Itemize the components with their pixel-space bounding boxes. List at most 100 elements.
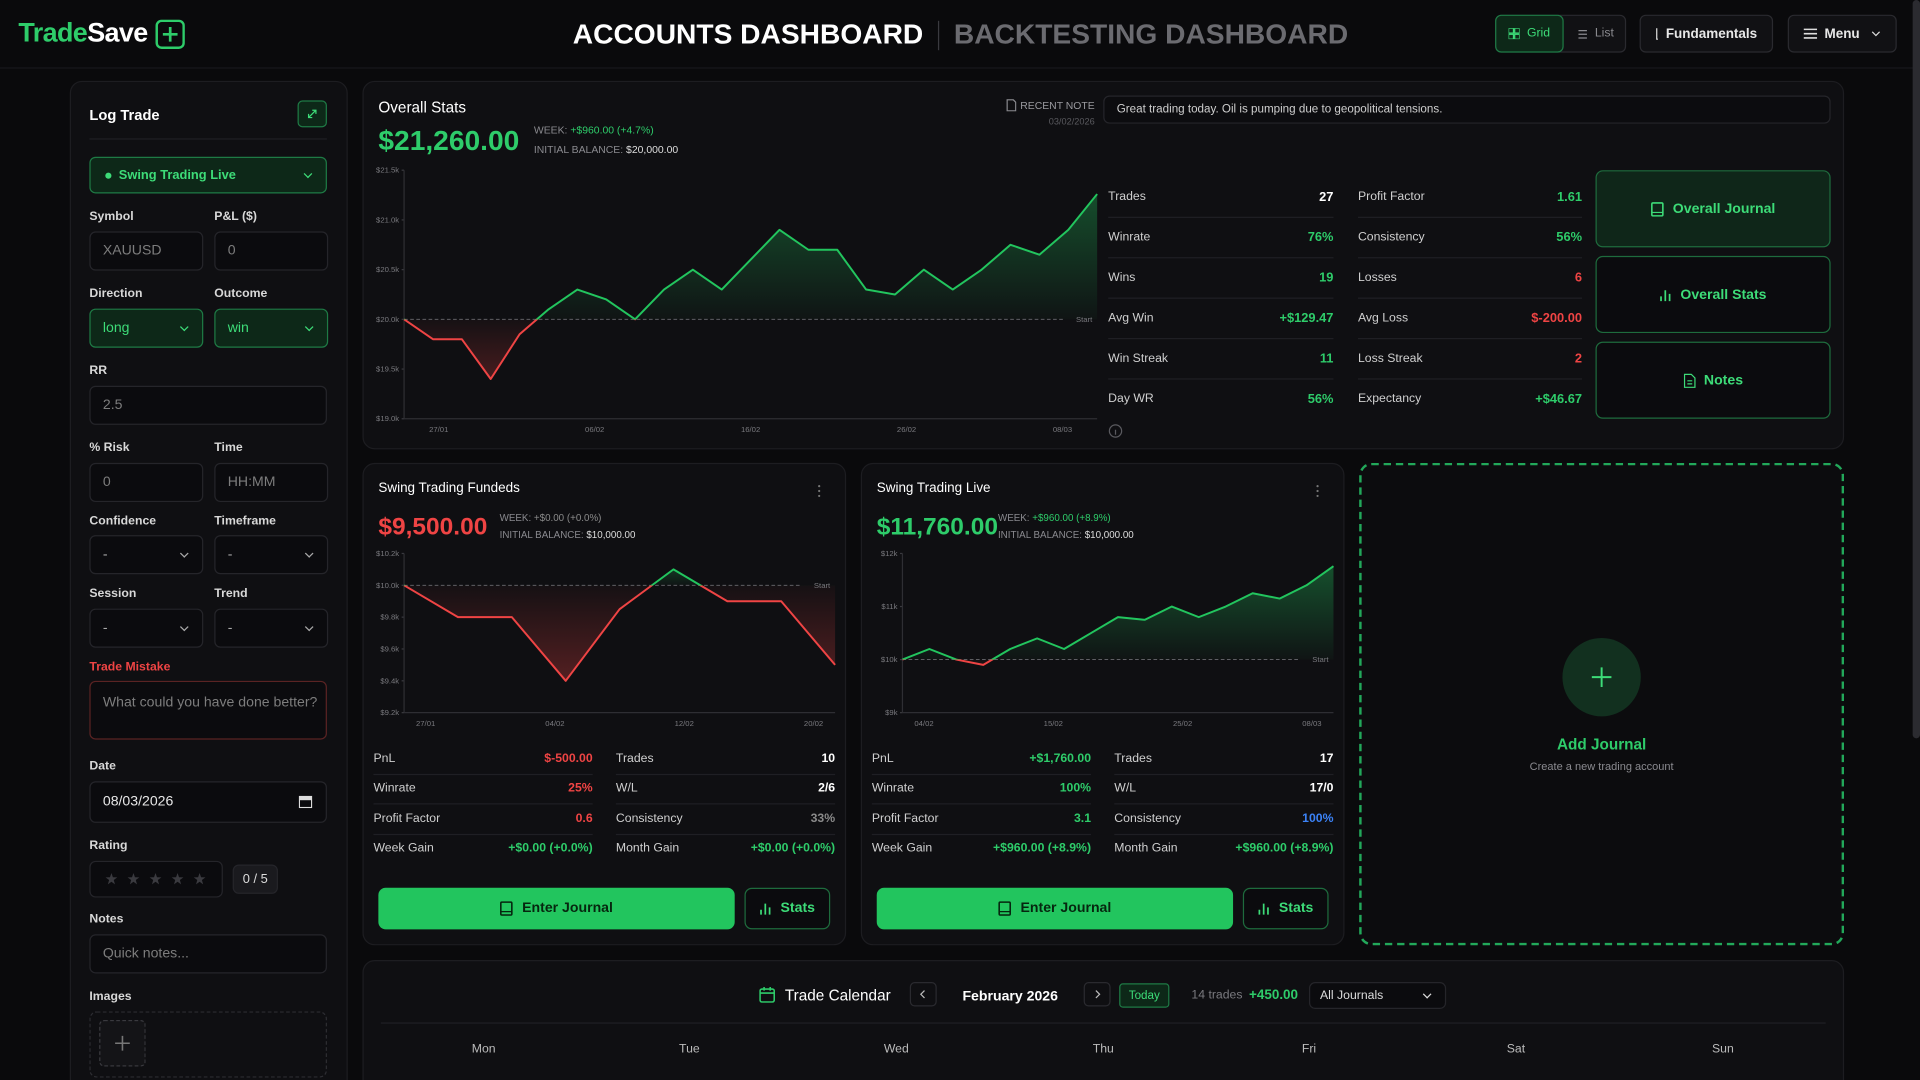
recent-note-label: RECENT NOTE xyxy=(1020,99,1095,112)
status-dot xyxy=(105,172,112,179)
text-input[interactable]: XAUUSD xyxy=(89,231,204,271)
list-button[interactable]: List xyxy=(1566,15,1626,53)
weekday: Sun xyxy=(1711,1042,1734,1057)
add-icon xyxy=(1562,637,1641,717)
overall-button[interactable]: Overall Stats xyxy=(1595,255,1831,334)
stat-value: 27 xyxy=(1319,189,1334,205)
recent-note[interactable]: Great trading today. Oil is pumping due … xyxy=(1103,95,1831,124)
placeholder: 2.5 xyxy=(102,397,123,413)
weekday: Mon xyxy=(471,1042,496,1057)
logo[interactable]: TradeSave xyxy=(18,17,148,49)
divider xyxy=(871,833,1092,835)
select-input[interactable]: - xyxy=(89,535,204,575)
image-dropzone[interactable] xyxy=(89,1011,327,1078)
prev-month[interactable] xyxy=(909,982,937,1007)
scrollbar[interactable] xyxy=(1912,0,1920,739)
today-button[interactable]: Today xyxy=(1119,983,1170,1008)
add-journal-title: Add Journal xyxy=(1556,735,1647,754)
weekday: Tue xyxy=(679,1042,700,1057)
initial-value: $10,000.00 xyxy=(1084,529,1134,541)
stat-value: 56% xyxy=(1556,230,1583,245)
button-label: Enter Journal xyxy=(522,901,613,916)
stat-label: Day WR xyxy=(1108,392,1154,406)
stats-button[interactable]: Stats xyxy=(1242,887,1329,930)
tab-active[interactable]: ACCOUNTS DASHBOARD xyxy=(572,17,924,50)
enter-journal-button[interactable]: Enter Journal xyxy=(876,887,1234,930)
stat-value: 33% xyxy=(810,812,836,826)
chevron xyxy=(1095,990,1101,999)
stat-value: +$960.00 (+8.9%) xyxy=(992,842,1092,856)
account-select[interactable]: Swing Trading Live xyxy=(89,156,327,194)
stat-value: +$46.67 xyxy=(1535,391,1583,407)
expand-button[interactable] xyxy=(297,100,327,128)
field-label: Session xyxy=(89,587,137,601)
list-icon xyxy=(1578,29,1588,38)
text-input[interactable]: 0 xyxy=(214,231,329,271)
add-image-button[interactable] xyxy=(99,1020,146,1067)
stat-value: 0.6 xyxy=(575,812,593,826)
overall-button[interactable]: Overall Journal xyxy=(1595,170,1831,248)
text-input[interactable]: 2.5 xyxy=(89,385,327,425)
select-input[interactable]: long xyxy=(89,308,204,348)
divider xyxy=(1357,257,1583,259)
plus-icon xyxy=(1591,667,1612,687)
card-title: Swing Trading Live xyxy=(876,481,991,496)
stat-label: Consistency xyxy=(1357,230,1425,245)
month-label: February 2026 xyxy=(962,989,1058,1005)
select-input[interactable]: - xyxy=(214,535,329,575)
select-value: - xyxy=(227,620,233,636)
field-label: Time xyxy=(214,441,243,455)
menu-button[interactable]: Menu xyxy=(1787,14,1897,53)
logo-part: Trade xyxy=(18,17,88,48)
divider xyxy=(1114,803,1334,805)
stats-button[interactable]: Stats xyxy=(744,887,831,930)
stat-value: 2/6 xyxy=(818,782,836,796)
stat-label: Trades xyxy=(615,752,654,766)
week-line: WEEK: +$960.00 (+8.9%) xyxy=(998,512,1111,523)
overall-button[interactable]: Notes xyxy=(1595,341,1831,419)
header-divider xyxy=(0,67,1920,69)
journal-icon xyxy=(1651,201,1664,217)
button-label: Fundamentals xyxy=(1665,26,1758,42)
expand-icon xyxy=(307,109,317,119)
stat-value: +$1,760.00 xyxy=(1029,752,1092,766)
notes-icon xyxy=(1683,373,1695,388)
card-menu[interactable] xyxy=(814,482,824,499)
text-input[interactable]: HH:MM xyxy=(214,462,329,503)
tab[interactable]: BACKTESTING DASHBOARD xyxy=(953,17,1349,50)
select-value: - xyxy=(227,547,233,563)
info-icon[interactable] xyxy=(1108,424,1123,439)
field-label: Notes xyxy=(89,912,124,927)
initial-line: INITIAL BALANCE: $10,000.00 xyxy=(998,530,1134,541)
logo-part: Save xyxy=(87,17,148,48)
initial-label: INITIAL BALANCE: xyxy=(533,143,624,156)
stat-label: Consistency xyxy=(1114,812,1181,826)
stat-value: +$0.00 (+0.0%) xyxy=(508,842,593,856)
divider xyxy=(615,773,836,776)
mistake-input[interactable]: What could you have done better? xyxy=(89,680,327,740)
stat-value: 56% xyxy=(1307,391,1334,407)
stat-value: +$129.47 xyxy=(1279,311,1334,326)
select-input[interactable]: - xyxy=(214,608,329,648)
card-menu[interactable] xyxy=(1313,482,1323,499)
grid-button[interactable]: Grid xyxy=(1495,14,1564,53)
stat-value: 19 xyxy=(1319,270,1334,286)
select-input[interactable]: - xyxy=(89,608,204,648)
journal-filter[interactable]: All Journals xyxy=(1308,982,1447,1009)
field-label: Images xyxy=(89,990,132,1004)
chart-icon xyxy=(1656,27,1659,40)
fundamentals-button[interactable]: Fundamentals xyxy=(1639,14,1774,53)
button-label: List xyxy=(1594,26,1614,41)
next-month[interactable] xyxy=(1083,982,1111,1007)
enter-journal-button[interactable]: Enter Journal xyxy=(378,887,735,930)
divider xyxy=(1108,257,1334,259)
logo-icon xyxy=(155,19,185,49)
notes-input[interactable]: Quick notes... xyxy=(89,934,327,974)
weekday: Sat xyxy=(1506,1042,1526,1057)
date-input[interactable]: 08/03/2026 xyxy=(89,781,327,823)
text-input[interactable]: 0 xyxy=(89,462,204,503)
select-input[interactable]: win xyxy=(214,308,329,348)
placeholder: What could you have done better? xyxy=(102,695,318,711)
